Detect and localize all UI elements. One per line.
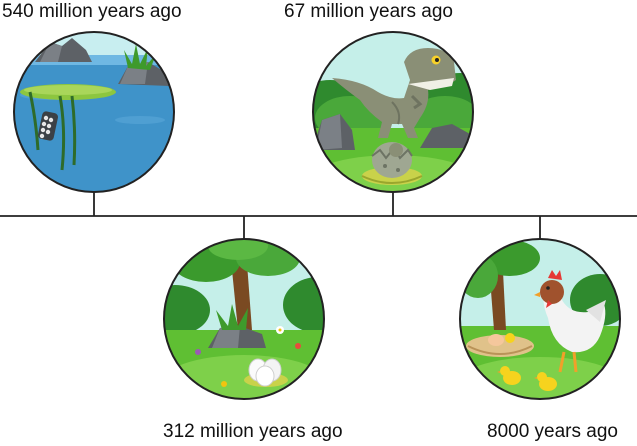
chick-icon — [497, 366, 521, 385]
grass-icon — [216, 304, 248, 330]
dinosaur-icon — [332, 48, 456, 138]
hen-icon — [534, 270, 606, 373]
aquatic-plant-icon — [20, 84, 116, 171]
chick-icon — [534, 372, 557, 391]
egg-cluster-icon — [38, 111, 58, 141]
label-312-million-years-ago: 312 million years ago — [163, 421, 343, 442]
ocean-scene — [14, 32, 174, 192]
flower-icon — [195, 326, 301, 387]
rock-icon — [313, 114, 355, 150]
rock-icon — [208, 326, 266, 348]
eggs-scene — [164, 239, 324, 399]
hen-scene — [460, 239, 620, 399]
dinosaur-scene — [313, 32, 473, 192]
nest-icon — [466, 333, 534, 357]
egg-icon — [248, 358, 282, 387]
grass-icon — [124, 44, 156, 70]
rock-icon — [420, 124, 473, 148]
label-540-million-years-ago: 540 million years ago — [2, 1, 182, 22]
label-67-million-years-ago: 67 million years ago — [284, 1, 453, 22]
hatching-egg-icon — [371, 142, 413, 178]
label-8000-years-ago: 8000 years ago — [487, 421, 618, 442]
